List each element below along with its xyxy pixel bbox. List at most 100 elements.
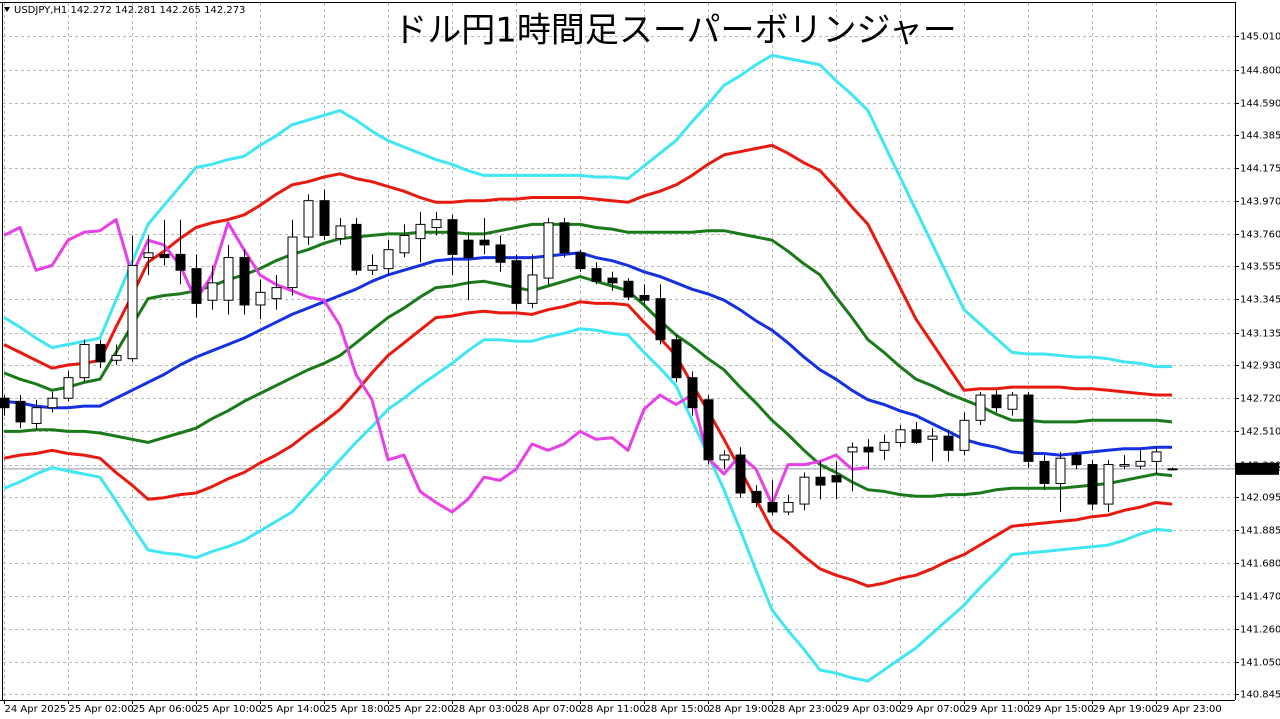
x-tick-label: 29 Apr 03:00 xyxy=(837,704,902,715)
candle-body xyxy=(991,394,1002,409)
y-tick-label: 141.885 xyxy=(1240,526,1280,537)
candle-body xyxy=(527,274,538,304)
candle-body xyxy=(735,454,746,494)
x-tick-label: 28 Apr 23:00 xyxy=(773,704,838,715)
candle-body xyxy=(623,280,634,298)
candle-body xyxy=(447,219,458,255)
candle-body xyxy=(751,490,762,503)
candle-body xyxy=(207,282,218,301)
candle-body xyxy=(31,407,42,424)
y-tick-label: 144.175 xyxy=(1240,164,1280,175)
y-tick-label: 142.930 xyxy=(1240,361,1280,372)
indicator-line xyxy=(3,143,1172,397)
candle-body xyxy=(863,446,874,453)
x-tick-label: 28 Apr 19:00 xyxy=(709,704,774,715)
y-tick-label: 143.760 xyxy=(1240,230,1280,241)
y-tick-label: 142.510 xyxy=(1240,427,1280,438)
candle-body xyxy=(0,397,10,409)
candle-body xyxy=(607,277,618,284)
candle-body xyxy=(1023,394,1034,462)
y-tick-label: 142.720 xyxy=(1240,394,1280,405)
candle-body xyxy=(1007,394,1018,410)
indicator-line xyxy=(3,327,1173,683)
candle-body xyxy=(975,394,986,421)
y-tick-label: 141.470 xyxy=(1240,592,1280,603)
candle-body xyxy=(559,222,570,254)
candle-body xyxy=(671,339,682,379)
candle-body xyxy=(1103,464,1114,505)
candle-body xyxy=(143,252,154,259)
y-tick-label: 142.095 xyxy=(1240,493,1280,504)
candle-body xyxy=(319,200,330,236)
indicator-line xyxy=(4,275,1173,498)
candle-body xyxy=(799,476,810,505)
x-tick-label: 29 Apr 11:00 xyxy=(965,704,1030,715)
x-tick-label: 24 Apr 2025 xyxy=(5,704,67,715)
candle-body xyxy=(639,294,650,301)
y-tick-label: 144.385 xyxy=(1240,131,1280,142)
y-tick-label: 141.260 xyxy=(1240,625,1280,636)
candle-body xyxy=(431,219,442,229)
candle-body xyxy=(79,343,90,379)
candle-body xyxy=(815,476,826,486)
candle-body xyxy=(1119,464,1130,467)
candle-body xyxy=(959,419,970,451)
candle-body xyxy=(287,236,298,289)
y-tick-label: 140.845 xyxy=(1240,690,1280,701)
candle-body xyxy=(1151,451,1162,462)
x-tick-label: 25 Apr 14:00 xyxy=(261,704,326,715)
candle-body xyxy=(415,223,426,240)
candle-body xyxy=(1055,457,1066,485)
current-price-label: 142.273 xyxy=(1239,464,1280,475)
candle-body xyxy=(703,399,714,461)
y-tick-label: 144.590 xyxy=(1240,99,1280,110)
header-marker xyxy=(4,7,10,12)
x-tick-label: 25 Apr 02:00 xyxy=(69,704,134,715)
indicator-line xyxy=(3,251,1172,457)
candle-body xyxy=(399,234,410,254)
candle-body xyxy=(335,225,346,240)
x-tick-label: 25 Apr 06:00 xyxy=(133,704,198,715)
x-tick-label: 29 Apr 07:00 xyxy=(901,704,966,715)
candle-body xyxy=(111,355,122,361)
candle-body xyxy=(591,268,602,282)
candle-body xyxy=(1087,464,1098,505)
x-tick-label: 29 Apr 19:00 xyxy=(1093,704,1158,715)
candle-body xyxy=(479,239,490,246)
candle-body xyxy=(543,222,554,279)
candle-body xyxy=(687,377,698,409)
candle-body xyxy=(463,239,474,259)
candles xyxy=(0,189,1178,516)
y-tick-label: 141.050 xyxy=(1240,658,1280,669)
candle-body xyxy=(271,287,282,300)
candle-body xyxy=(911,429,922,443)
candle-body xyxy=(351,223,362,271)
candle-body xyxy=(1167,468,1178,471)
x-tick-label: 25 Apr 18:00 xyxy=(325,704,390,715)
y-tick-label: 144.800 xyxy=(1240,66,1280,77)
y-tick-label: 143.555 xyxy=(1240,262,1280,273)
indicator-line xyxy=(3,53,1172,369)
candle-body xyxy=(159,253,170,259)
candle-body xyxy=(767,501,778,513)
candle-body xyxy=(511,260,522,304)
x-tick-label: 28 Apr 11:00 xyxy=(581,704,646,715)
candle-body xyxy=(63,377,74,399)
candle-body xyxy=(943,435,954,451)
y-tick-label: 143.135 xyxy=(1240,329,1280,340)
current-price-box xyxy=(1236,462,1279,475)
candle-body xyxy=(895,429,906,443)
candle-body xyxy=(831,475,842,483)
grid xyxy=(3,3,1235,700)
x-tick-label: 28 Apr 15:00 xyxy=(645,704,710,715)
candle-body xyxy=(127,264,138,360)
candle-body xyxy=(175,253,186,271)
x-tick-label: 25 Apr 10:00 xyxy=(197,704,262,715)
x-tick-label: 29 Apr 23:00 xyxy=(1157,704,1222,715)
candle-body xyxy=(927,435,938,440)
candle-body xyxy=(95,343,106,363)
